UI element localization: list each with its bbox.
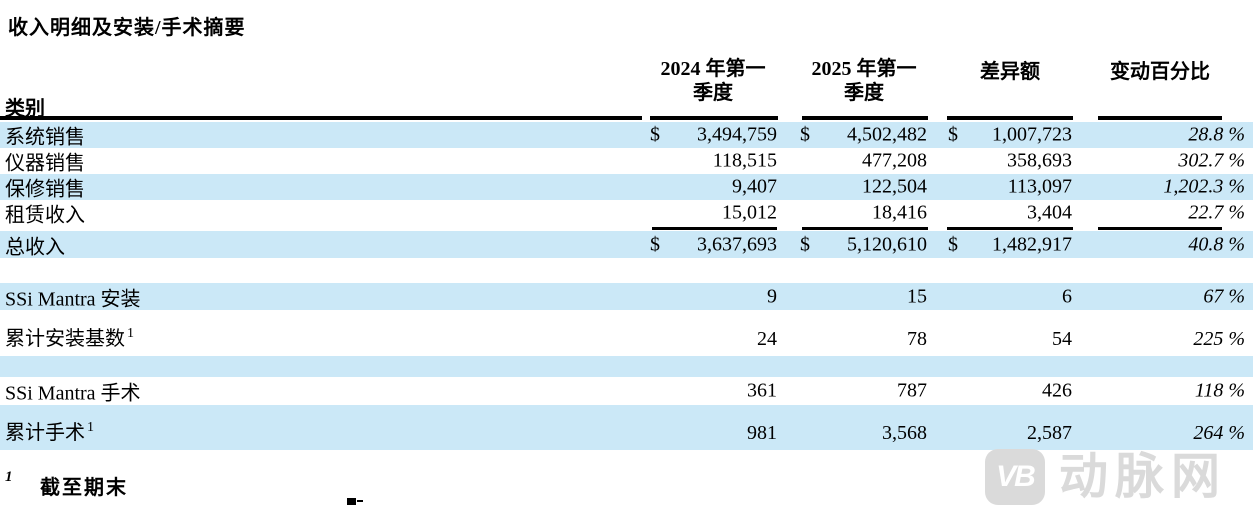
value-q1-2024: 361 [747,379,777,402]
row-label: SSi Mantra 手术 [5,382,141,405]
table-row-cumulative-procedures: 累计手术 1 981 3,568 2,587 264% [0,405,1253,450]
spacer-row [0,356,1253,377]
row-label: 系统销售 [5,126,85,149]
row-label: SSi Mantra 安装 [5,288,141,310]
header-category: 类别 [5,98,45,120]
value-q1-2024: 24 [757,328,777,350]
page-title: 收入明细及安装/手术摘要 [8,17,246,39]
currency-symbol: $ [800,233,810,255]
value-pct-change: 264% [1193,422,1245,444]
value-q1-2024: 3,637,693 [697,233,777,255]
header-rule-category [0,116,642,120]
header-difference: 差异额 [980,61,1040,83]
header-q1-2025: 2025 年第一 季度 [811,58,917,104]
value-q1-2025: 78 [907,328,927,350]
value-q1-2024: 15,012 [722,201,777,224]
cursor-artifact [347,498,356,505]
watermark-brand-text: 动脉网 [1059,450,1228,504]
value-q1-2025: 477,208 [862,149,927,172]
row-label: 累计安装基数 1 [5,326,134,350]
footnote-marker: 1 [5,469,13,485]
value-q1-2025: 787 [897,379,927,402]
value-q1-2024: 981 [747,422,777,444]
table-row-lease-income: 租赁收入 15,012 18,416 3,404 22.7% [0,200,1253,227]
value-q1-2024: 9,407 [732,175,777,198]
header-rule-pct-change [1098,116,1222,120]
subtotal-rule-pct-change [1098,227,1222,230]
value-q1-2024: 9 [767,285,777,307]
currency-symbol: $ [650,123,660,146]
value-q1-2024: 118,515 [712,149,777,172]
footnote-ref: 1 [127,326,134,342]
value-difference: 2,587 [1027,422,1072,444]
table-row-cumulative-installed-base: 累计安装基数 1 24 78 54 225% [0,310,1253,356]
value-difference: 54 [1052,328,1072,350]
header-pct-change: 变动百分比 [1110,61,1210,83]
watermark: VB 动脉网 [985,449,1227,505]
header-rule-q1-2025 [802,116,928,120]
value-pct-change: 225% [1193,328,1245,350]
footnote-text: 截至期末 [40,477,128,499]
value-q1-2025: 3,568 [882,422,927,444]
table-row-warranty-sales: 保修销售 9,407 122,504 113,097 1,202.3% [0,174,1253,201]
row-label: 保修销售 [5,178,85,201]
header-q1-2024: 2024 年第一 季度 [660,58,766,104]
row-label: 租赁收入 [5,204,85,227]
value-difference: 6 [1062,285,1072,307]
value-pct-change: 28.8% [1188,123,1245,146]
row-label: 总收入 [5,236,65,258]
value-difference: 358,693 [1007,149,1072,172]
value-difference: 1,482,917 [992,233,1072,255]
table-row-mantra-installs: SSi Mantra 安装 9 15 6 67% [0,283,1253,310]
table-row-total-revenue: 总收入 $ 3,637,693 $ 5,120,610 $ 1,482,917 … [0,231,1253,258]
table-row-system-sales: 系统销售 $ 3,494,759 $ 4,502,482 $ 1,007,723… [0,122,1253,149]
value-q1-2024: 3,494,759 [697,123,777,146]
row-label: 累计手术 1 [5,420,94,444]
row-label: 仪器销售 [5,152,85,175]
value-pct-change: 302.7% [1178,149,1245,172]
value-pct-change: 1,202.3% [1163,175,1245,198]
currency-symbol: $ [800,123,810,146]
subtotal-rule-q1-2024 [652,227,777,230]
currency-symbol: $ [948,123,958,146]
subtotal-rule-q1-2025 [802,227,928,230]
currency-symbol: $ [650,233,660,255]
value-q1-2025: 5,120,610 [847,233,927,255]
value-q1-2025: 4,502,482 [847,123,927,146]
subtotal-rule-difference [947,227,1073,230]
cursor-artifact-dash [357,500,363,502]
header-rule-difference [947,116,1073,120]
value-difference: 3,404 [1027,201,1072,224]
value-pct-change: 22.7% [1188,201,1245,224]
header-rule-q1-2024 [650,116,778,120]
watermark-logo-icon: VB [985,449,1045,505]
value-difference: 426 [1042,379,1072,402]
table-row-instrument-sales: 仪器销售 118,515 477,208 358,693 302.7% [0,148,1253,175]
value-pct-change: 67% [1203,285,1245,307]
value-difference: 1,007,723 [992,123,1072,146]
footnote-ref: 1 [87,420,94,436]
table-row-mantra-procedures: SSi Mantra 手术 361 787 426 118% [0,377,1253,405]
value-q1-2025: 122,504 [862,175,927,198]
value-pct-change: 118% [1194,379,1245,402]
value-q1-2025: 15 [907,285,927,307]
value-difference: 113,097 [1007,175,1072,198]
value-pct-change: 40.8% [1188,233,1245,255]
value-q1-2025: 18,416 [872,201,927,224]
currency-symbol: $ [948,233,958,255]
